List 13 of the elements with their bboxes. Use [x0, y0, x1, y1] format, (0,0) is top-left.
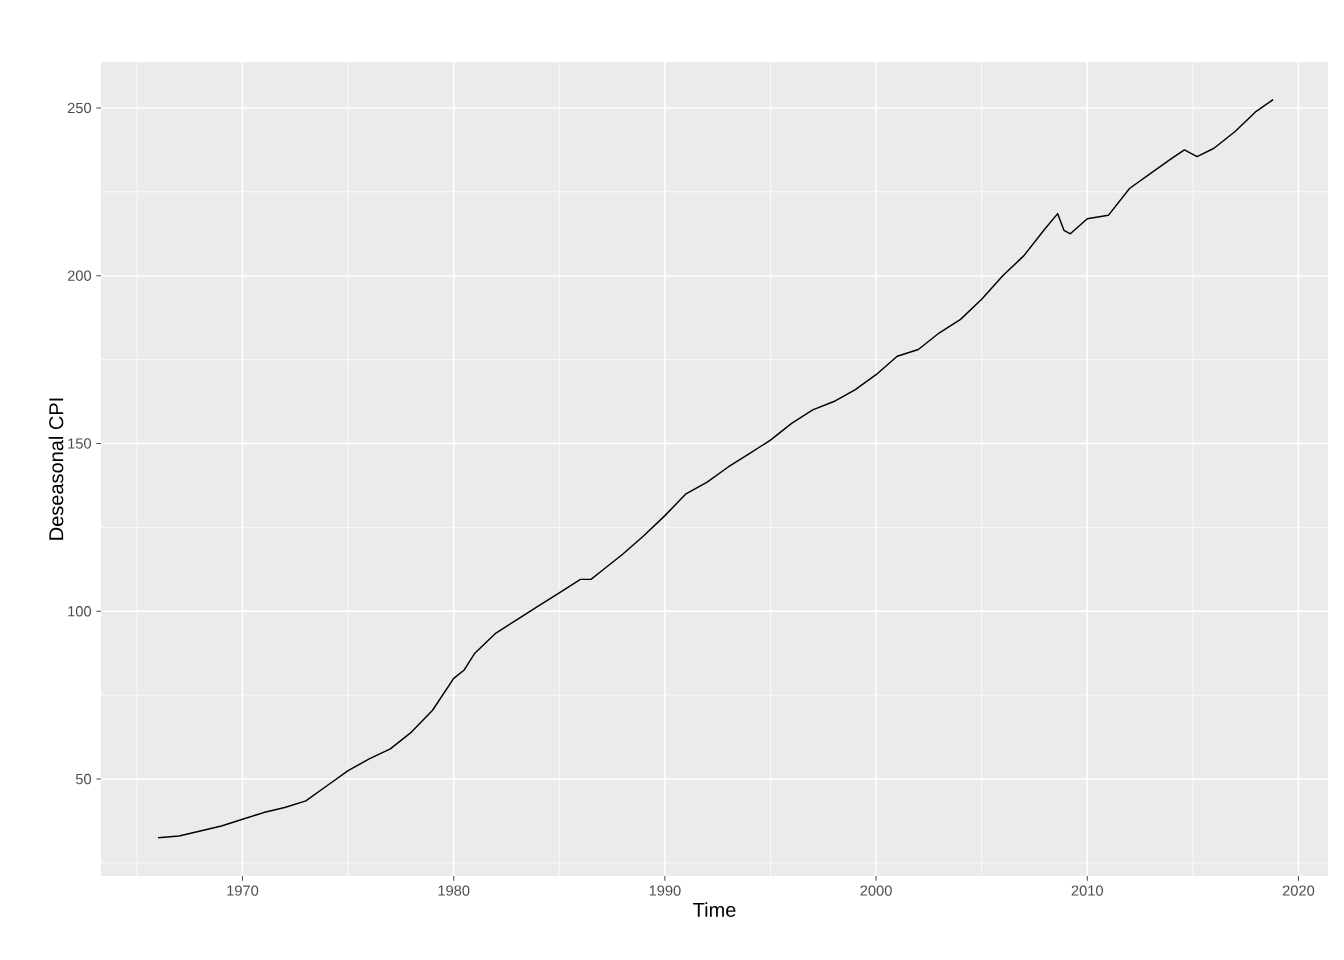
x-tick-label: 1970 — [227, 885, 259, 896]
x-tick-label: 2000 — [860, 885, 892, 896]
y-tick-label: 100 — [68, 606, 92, 617]
x-tick-label: 1980 — [438, 885, 470, 896]
y-tick-label: 250 — [67, 102, 92, 114]
y-tick-label: 50 — [75, 773, 92, 785]
y-axis-title: Deseasonal CPI — [48, 398, 64, 540]
x-tick-label: 2020 — [1282, 885, 1315, 896]
x-tick-label: 2010 — [1071, 885, 1103, 896]
y-tick-label: 200 — [67, 270, 92, 281]
x-axis-title: Time — [693, 902, 736, 917]
y-tick-label: 150 — [68, 438, 92, 449]
x-tick-label: 1990 — [649, 885, 681, 896]
